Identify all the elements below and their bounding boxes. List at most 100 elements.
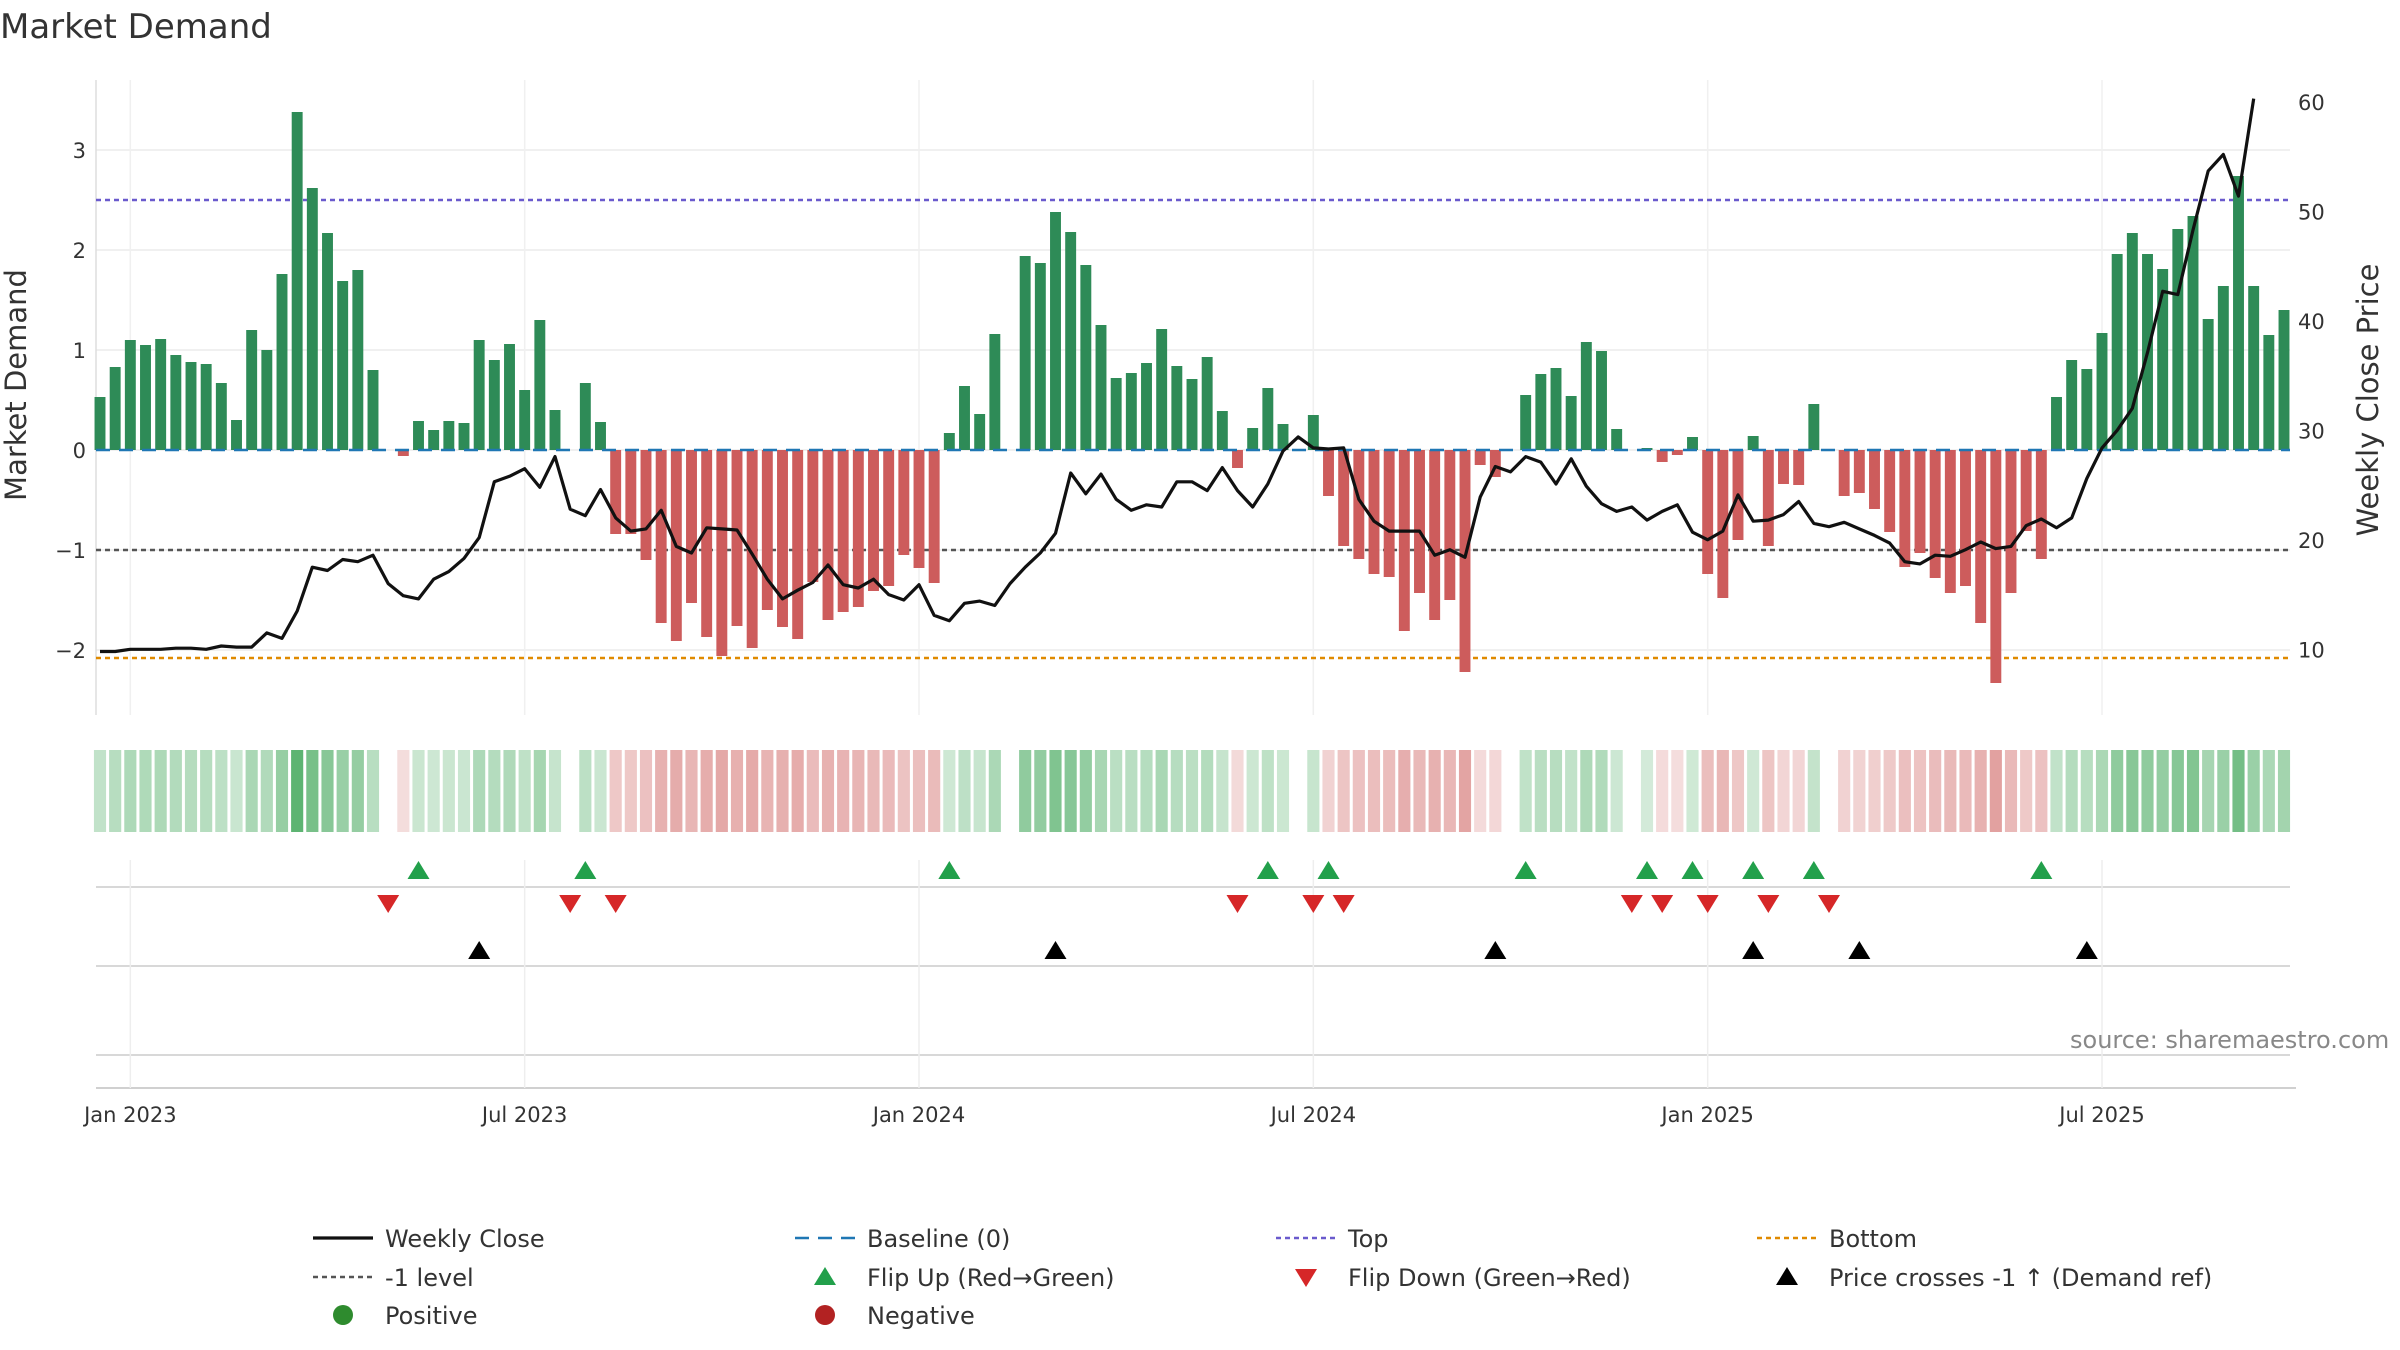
heat-cell [1049, 750, 1062, 832]
heat-cell [2277, 750, 2291, 832]
flip-down-marker [1620, 895, 1643, 913]
y-tick-label: −2 [55, 639, 86, 663]
demand-bar [1034, 263, 1046, 450]
right-y-ticks: 60 50 40 30 20 10 [2298, 91, 2325, 662]
demand-bar [1884, 450, 1896, 532]
legend-label: -1 level [385, 1264, 474, 1292]
legend-label: Positive [385, 1302, 478, 1330]
legend-label: Price crosses -1 ↑ (Demand ref) [1829, 1264, 2212, 1292]
left-y-axis-label: Market Demand [0, 269, 33, 501]
demand-bar [94, 397, 106, 450]
demand-bar [1171, 366, 1183, 450]
demand-bar [761, 450, 773, 610]
heat-cell [852, 750, 865, 832]
demand-bar [1277, 424, 1289, 450]
heat-cell [548, 750, 562, 832]
heat-cell [1701, 750, 1714, 832]
heat-cell [1686, 750, 1699, 832]
heat-cell [791, 750, 804, 832]
demand-bar [397, 450, 409, 456]
heat-cell [746, 750, 759, 832]
heat-cell [1519, 750, 1532, 832]
demand-bar [1398, 450, 1410, 631]
demand-bar [291, 112, 303, 450]
heat-cell [366, 750, 380, 832]
demand-bar [2096, 333, 2108, 450]
flip-down-marker [604, 895, 627, 913]
demand-bar [1095, 325, 1107, 450]
heat-cell [169, 750, 182, 832]
y-tick-label: −1 [55, 539, 86, 563]
demand-bar [1474, 450, 1486, 465]
heat-cell [1064, 750, 1077, 832]
demand-bar [792, 450, 804, 639]
demand-bar [1429, 450, 1441, 620]
demand-bar [1353, 450, 1365, 559]
heat-cell [1458, 750, 1472, 832]
flip-down-marker [1332, 895, 1355, 913]
heat-cell [1595, 750, 1608, 832]
demand-bar [989, 334, 1001, 450]
demand-bar [686, 450, 697, 603]
demand-bar [2187, 216, 2199, 450]
heat-cell [761, 750, 774, 832]
price-cross-marker [1742, 941, 1765, 959]
heat-cell [639, 750, 653, 832]
flip-down-marker [1757, 895, 1780, 913]
demand-bar [1535, 374, 1547, 450]
demand-bar [155, 339, 167, 450]
y-tick-label: 2 [73, 239, 86, 263]
heat-cell [715, 750, 728, 832]
demand-bar [746, 450, 758, 648]
demand-bar [443, 421, 455, 450]
demand-bar [473, 340, 485, 450]
heat-cell [488, 750, 501, 832]
demand-bar [1914, 450, 1926, 553]
demand-bar [731, 450, 743, 626]
demand-bar [610, 450, 622, 534]
heat-cell [1337, 750, 1350, 832]
demand-bar [1201, 357, 1213, 450]
heat-cell [1155, 750, 1168, 832]
heat-cell [655, 750, 668, 832]
heat-cell [1853, 750, 1866, 832]
heat-cell [1807, 750, 1820, 832]
y-right-tick-label: 60 [2298, 91, 2325, 115]
flip-down-marker [1302, 895, 1325, 913]
demand-bar [777, 450, 788, 627]
demand-bar [2248, 286, 2260, 450]
heat-cell [412, 750, 425, 832]
legend-label: Flip Down (Green→Red) [1348, 1264, 1631, 1292]
x-tick-label: Jan 2025 [1659, 1103, 1754, 1127]
demand-bar [413, 421, 424, 450]
demand-bar [868, 450, 879, 591]
heat-cell [230, 750, 243, 832]
legend-label: Negative [867, 1302, 975, 1330]
heat-cell [1898, 750, 1911, 832]
heat-cell [2111, 750, 2124, 832]
y-tick-label: 0 [73, 439, 86, 463]
flip-up-marker [1681, 861, 1704, 879]
heat-cell [2202, 750, 2215, 832]
legend-swatch [333, 1305, 353, 1325]
heat-cell [1185, 750, 1199, 832]
heat-cell [1534, 750, 1547, 832]
heat-cell [1989, 750, 2002, 832]
demand-bar [1929, 450, 1941, 578]
weekly-close-line [100, 98, 2256, 654]
heat-cell [1110, 750, 1123, 832]
price-cross-marker [1848, 941, 1871, 959]
demand-bar [1141, 363, 1152, 450]
demand-bar [306, 188, 318, 450]
demand-bar [655, 450, 667, 623]
heat-cell [184, 750, 198, 832]
demand-bar [2233, 176, 2244, 450]
demand-bar [2172, 229, 2184, 450]
demand-bar [898, 450, 910, 555]
demand-bar [1990, 450, 2002, 683]
heat-cell [442, 750, 455, 832]
demand-bar [2111, 254, 2123, 450]
y-right-tick-label: 30 [2298, 419, 2325, 443]
x-tick-label: Jan 2023 [82, 1103, 177, 1127]
